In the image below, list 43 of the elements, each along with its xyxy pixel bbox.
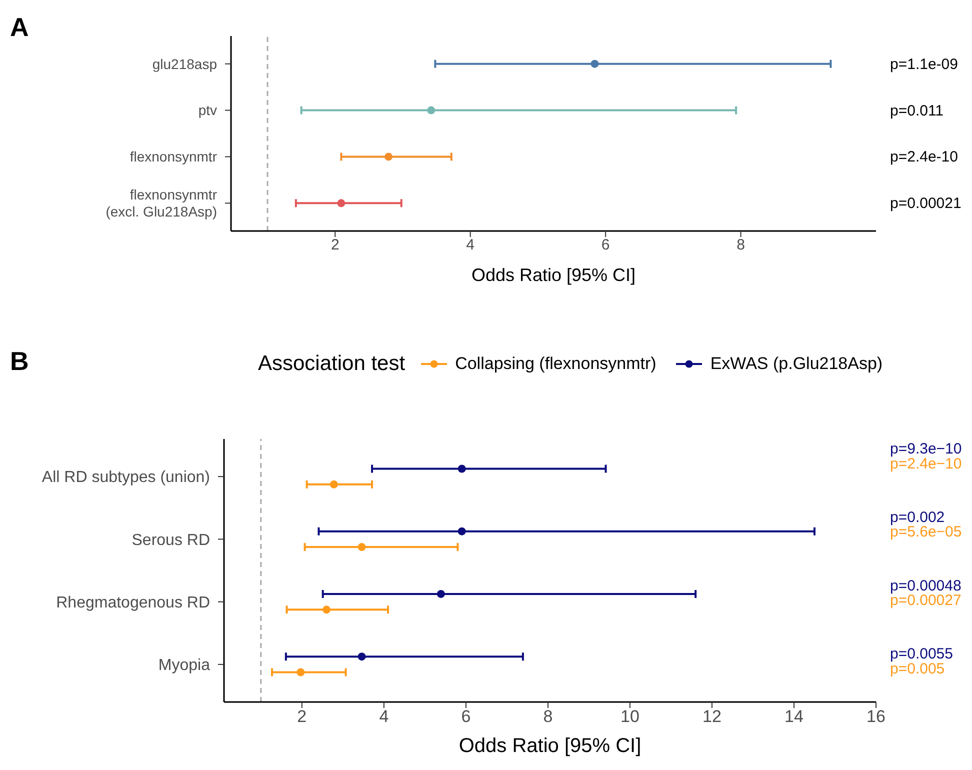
text: p=2.4e−10 [890, 455, 962, 472]
x-tick-label: 6 [461, 707, 471, 726]
x-tick-label: 2 [297, 707, 307, 726]
x-tick-label: 2 [330, 236, 340, 254]
y-tick-label: Rhegmatogenous RD [56, 594, 210, 612]
x-tick-label: 8 [543, 707, 553, 726]
text: p=0.002 [890, 509, 945, 526]
x-axis-title: Odds Ratio [95% CI] [471, 265, 636, 285]
legend-label: ExWAS (p.Glu218Asp) [710, 354, 883, 374]
legend-title: Association test [258, 352, 406, 376]
x-tick-label: 10 [620, 707, 640, 726]
point [427, 106, 436, 114]
y-tick-label: Myopia [158, 657, 210, 674]
x-tick-label: 8 [736, 236, 745, 254]
chart-title: B [10, 346, 29, 377]
text: p=0.00021 [890, 195, 962, 212]
y-tick-label: Serous RD [132, 532, 210, 549]
y-tick-label: All RD subtypes (union) [42, 469, 210, 486]
x-tick-label: 4 [379, 707, 389, 726]
text: p=1.1e-09 [890, 56, 958, 73]
y-tick-label: glu218asp [152, 56, 218, 72]
x-tick-label: 14 [784, 707, 804, 726]
point [337, 199, 346, 208]
text: p=0.0055 [890, 646, 953, 663]
text: p=5.6e−05 [890, 524, 962, 541]
point [384, 152, 393, 161]
y-tick-label: flexnonsynmtr (excl. Glu218Asp) [106, 186, 218, 220]
x-tick-label: 12 [702, 707, 722, 726]
text: p=0.00048 [890, 577, 962, 594]
y-tick-label: flexnonsynmtr [130, 148, 218, 165]
x-tick-label: 6 [601, 236, 610, 254]
text: p=0.005 [890, 660, 945, 678]
x-tick-label: 16 [866, 707, 886, 726]
text: p=0.00027 [890, 592, 962, 609]
y-tick-label: ptv [198, 102, 217, 118]
x-axis-title: Odds Ratio [95% CI] [458, 735, 642, 757]
text: p=2.4e-10 [890, 148, 958, 166]
text: p=0.011 [890, 102, 944, 120]
legend-label: Collapsing (flexnonsynmtr) [455, 354, 656, 374]
text: p=9.3e−10 [890, 440, 962, 458]
x-tick-label: 4 [466, 236, 475, 254]
point [590, 60, 599, 68]
text: A [10, 12, 29, 43]
